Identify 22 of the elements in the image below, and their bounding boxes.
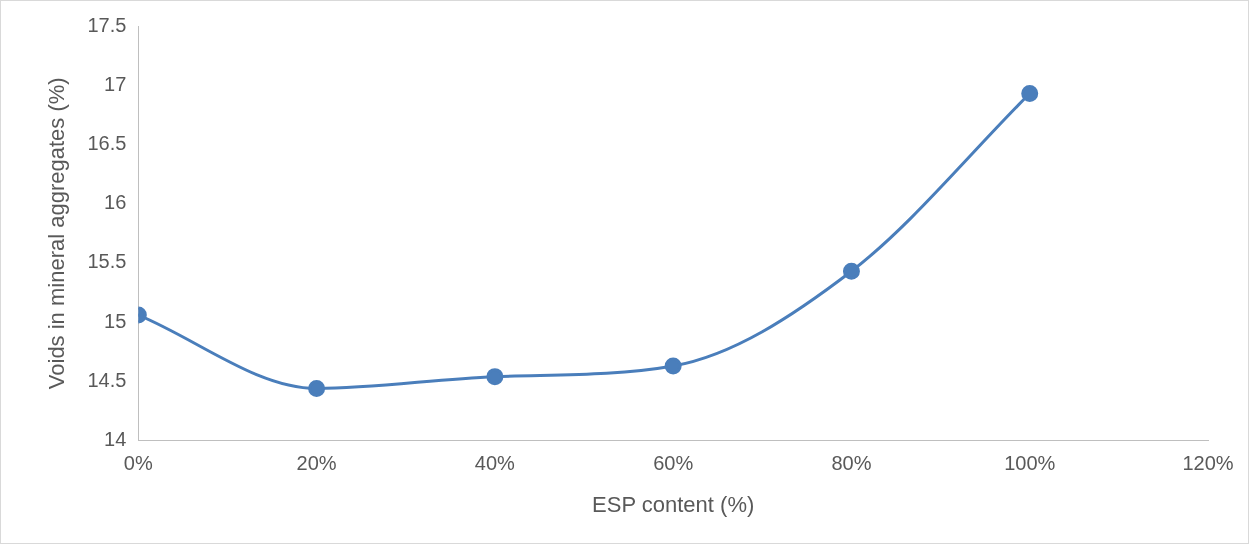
y-tick-label: 14: [104, 428, 127, 451]
x-tick-label: 80%: [831, 452, 872, 475]
x-tick-label: 20%: [296, 452, 337, 475]
y-tick-label: 15: [104, 309, 127, 332]
y-tick-label: 17.5: [87, 13, 127, 36]
point: [486, 368, 504, 386]
y-tick-label: 16.5: [87, 131, 127, 154]
x-tick-label: 100%: [1004, 452, 1056, 475]
y-tick-label: 14.5: [87, 368, 127, 391]
x-tick-label: 0%: [123, 452, 153, 475]
point: [664, 357, 682, 375]
x-tick-label: 60%: [653, 452, 694, 475]
y-tick-label: 16: [104, 191, 127, 214]
x-axis-title: ESP content (%): [592, 491, 755, 517]
x-tick-label: 40%: [474, 452, 516, 475]
y-tick-label: 15.5: [87, 250, 127, 273]
point: [308, 379, 326, 397]
point: [842, 262, 860, 280]
y-axis-title: Voids in mineral aggregates (%): [44, 77, 70, 390]
point: [1021, 85, 1039, 103]
x-tick-label: 120%: [1182, 452, 1234, 475]
y-tick-label: 17: [104, 72, 127, 95]
